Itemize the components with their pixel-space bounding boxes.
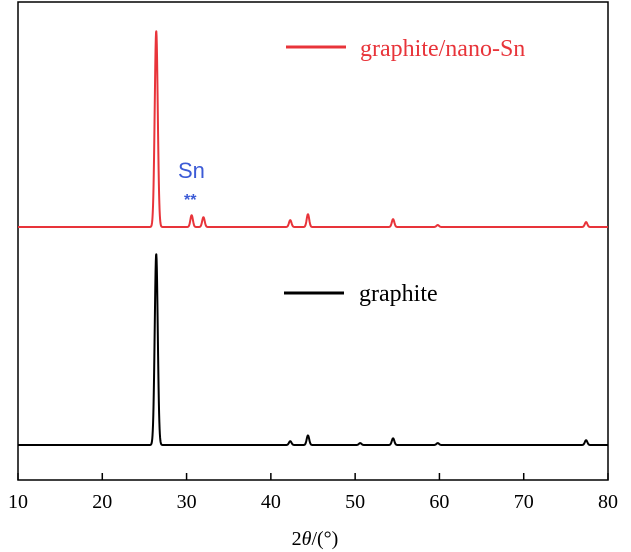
x-axis-ticks	[17, 473, 609, 480]
x-axis-label: 2θ/(°)	[292, 528, 339, 550]
x-tick-label-40: 40	[261, 491, 281, 513]
series-line-graphite-nano-sn	[17, 30, 609, 228]
x-tick-label-30: 30	[177, 491, 197, 513]
plot-frame	[17, 1, 609, 481]
series-layer	[17, 30, 609, 446]
x-axis-label-theta: θ	[302, 528, 312, 550]
x-tick-label-50: 50	[345, 491, 365, 513]
legend-label-graphite: graphite	[359, 281, 438, 307]
x-tick-label-60: 60	[429, 491, 449, 513]
legend-label-graphite-nano-sn: graphite/nano-Sn	[360, 36, 525, 62]
x-tick-label-10: 10	[8, 491, 28, 513]
x-axis-label-prefix: 2	[292, 528, 302, 550]
x-axis-tick-labels: 10 20 30 40 50 60 70 80	[8, 491, 618, 513]
x-axis-label-suffix: /(°)	[311, 528, 338, 550]
x-tick-label-80: 80	[598, 491, 618, 513]
x-tick-label-20: 20	[92, 491, 112, 513]
annotation-sn: Sn	[178, 158, 205, 183]
x-tick-label-70: 70	[514, 491, 534, 513]
series-line-graphite	[17, 253, 609, 446]
annotation-sn-markers: **	[184, 192, 197, 209]
